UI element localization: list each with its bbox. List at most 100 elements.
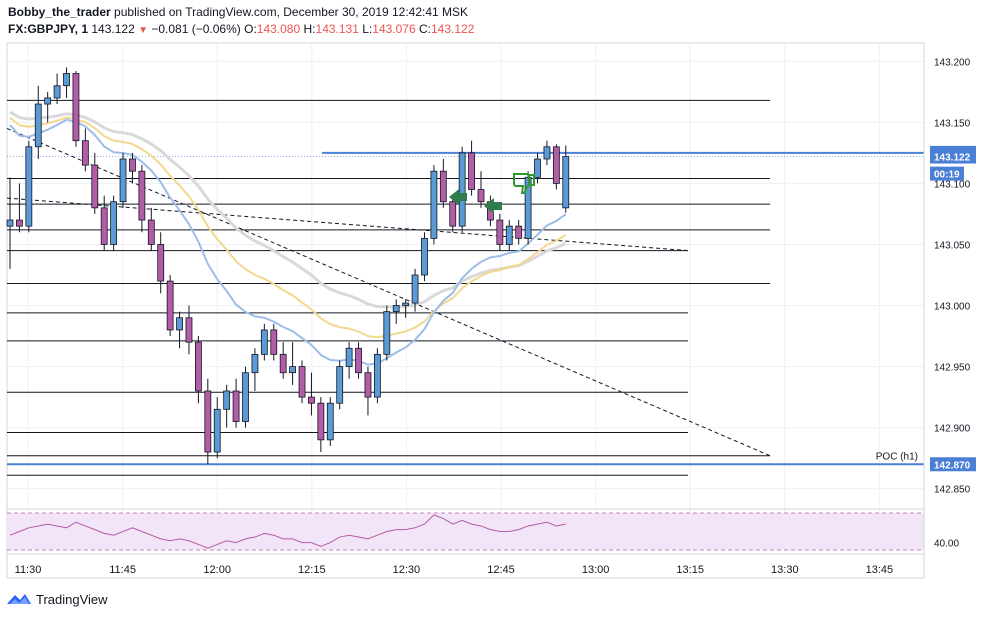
price-label-box: 00:19 [930,166,964,181]
candle-body [543,146,551,160]
candle-body [439,170,447,203]
candle [91,152,99,214]
candle [439,159,447,208]
trend-line-flat [6,197,689,252]
candle [63,67,70,98]
candle [194,336,202,404]
candle [496,213,504,251]
candle [157,232,165,294]
candle [392,299,400,324]
candle [534,152,541,184]
low-value: 143.076 [372,22,416,36]
time-tick-label: 11:45 [109,564,136,576]
candle [129,152,136,184]
candle [552,144,560,190]
candle [16,183,23,233]
candle [449,195,457,233]
candle-body [34,103,42,148]
candle-body [298,366,306,398]
candle [345,342,353,379]
price-tick-label: 142.850 [934,485,971,496]
candle [477,171,485,208]
candle [185,305,193,355]
price-label-text: 142.870 [934,460,971,471]
candle-body [515,225,523,239]
plot-area [6,42,925,579]
candle-body [468,152,475,190]
candle [260,323,268,361]
trend-line-down [6,128,771,457]
high-label: H: [303,22,316,36]
candle [308,372,315,416]
price-tick-label: 143.100 [934,179,971,190]
low-label: L: [362,22,373,36]
time-tick-label: 12:45 [487,564,515,576]
publish-line: Bobby_the_trader published on TradingVie… [8,4,474,21]
rsi-tick-label: 40.00 [934,539,959,550]
price-tick-label: 143.000 [934,302,971,313]
footer: TradingView [6,591,108,607]
candle-body [421,237,428,276]
candle-body [449,201,457,227]
candle [72,71,80,147]
candle [204,378,212,465]
candle [468,140,475,196]
candle-body [383,311,391,355]
candle [6,177,14,269]
candle [383,305,391,361]
author-name[interactable]: Bobby_the_trader [8,5,111,19]
candle-body [91,164,99,209]
candle-body [232,390,240,422]
candle-body [110,201,118,245]
candle-body [270,329,278,355]
candle-body [100,207,108,245]
candle-body [223,390,231,410]
candle [543,140,551,166]
price-tick-label: 143.150 [934,118,971,129]
candle-body [81,140,89,166]
candle [298,360,306,404]
left-arrow-marker-icon [449,189,467,205]
candle-body [345,347,353,367]
candle-body [185,317,193,343]
close-label: C: [419,22,431,36]
time-tick-label: 13:30 [771,564,799,576]
time-tick-label: 12:00 [203,564,231,576]
rsi-band [7,513,924,550]
price-label-box: 143.122 [930,149,976,164]
candle [251,348,259,391]
price-label-text: 00:19 [934,170,960,181]
candle-body [458,152,466,227]
candle-body [402,302,410,306]
candle-body [496,219,504,245]
rsi-line [9,514,566,549]
candle [505,220,513,251]
candle [119,152,127,208]
time-tick-label: 13:45 [866,564,894,576]
candle-body [204,390,212,453]
candle-body [129,158,136,172]
candle [402,299,410,318]
down-arrow-icon: ▼ [138,25,149,36]
time-tick-label: 12:30 [393,564,421,576]
candle-body [16,219,23,227]
candle [364,366,372,416]
candle-body [373,353,381,398]
candle-body [166,280,174,331]
candle [458,146,466,233]
ma-slow-line [9,110,567,309]
price-label-text: 143.122 [934,153,971,164]
candle-body [242,372,249,422]
candle-body [260,329,268,355]
candle-body [44,97,52,105]
price-chart[interactable]: 143.200 143.150 143.100 143.050 143.000 142.9… [0,0,988,585]
candle-body [176,317,183,331]
price-label-box: 142.870 [930,457,976,472]
candle [223,384,231,428]
tradingview-brand[interactable]: TradingView [36,591,108,607]
open-value: 143.080 [256,22,301,36]
candle [355,342,362,379]
left-arrow-marker-icon [484,198,502,214]
candle [176,311,183,349]
candle-body [411,274,419,304]
